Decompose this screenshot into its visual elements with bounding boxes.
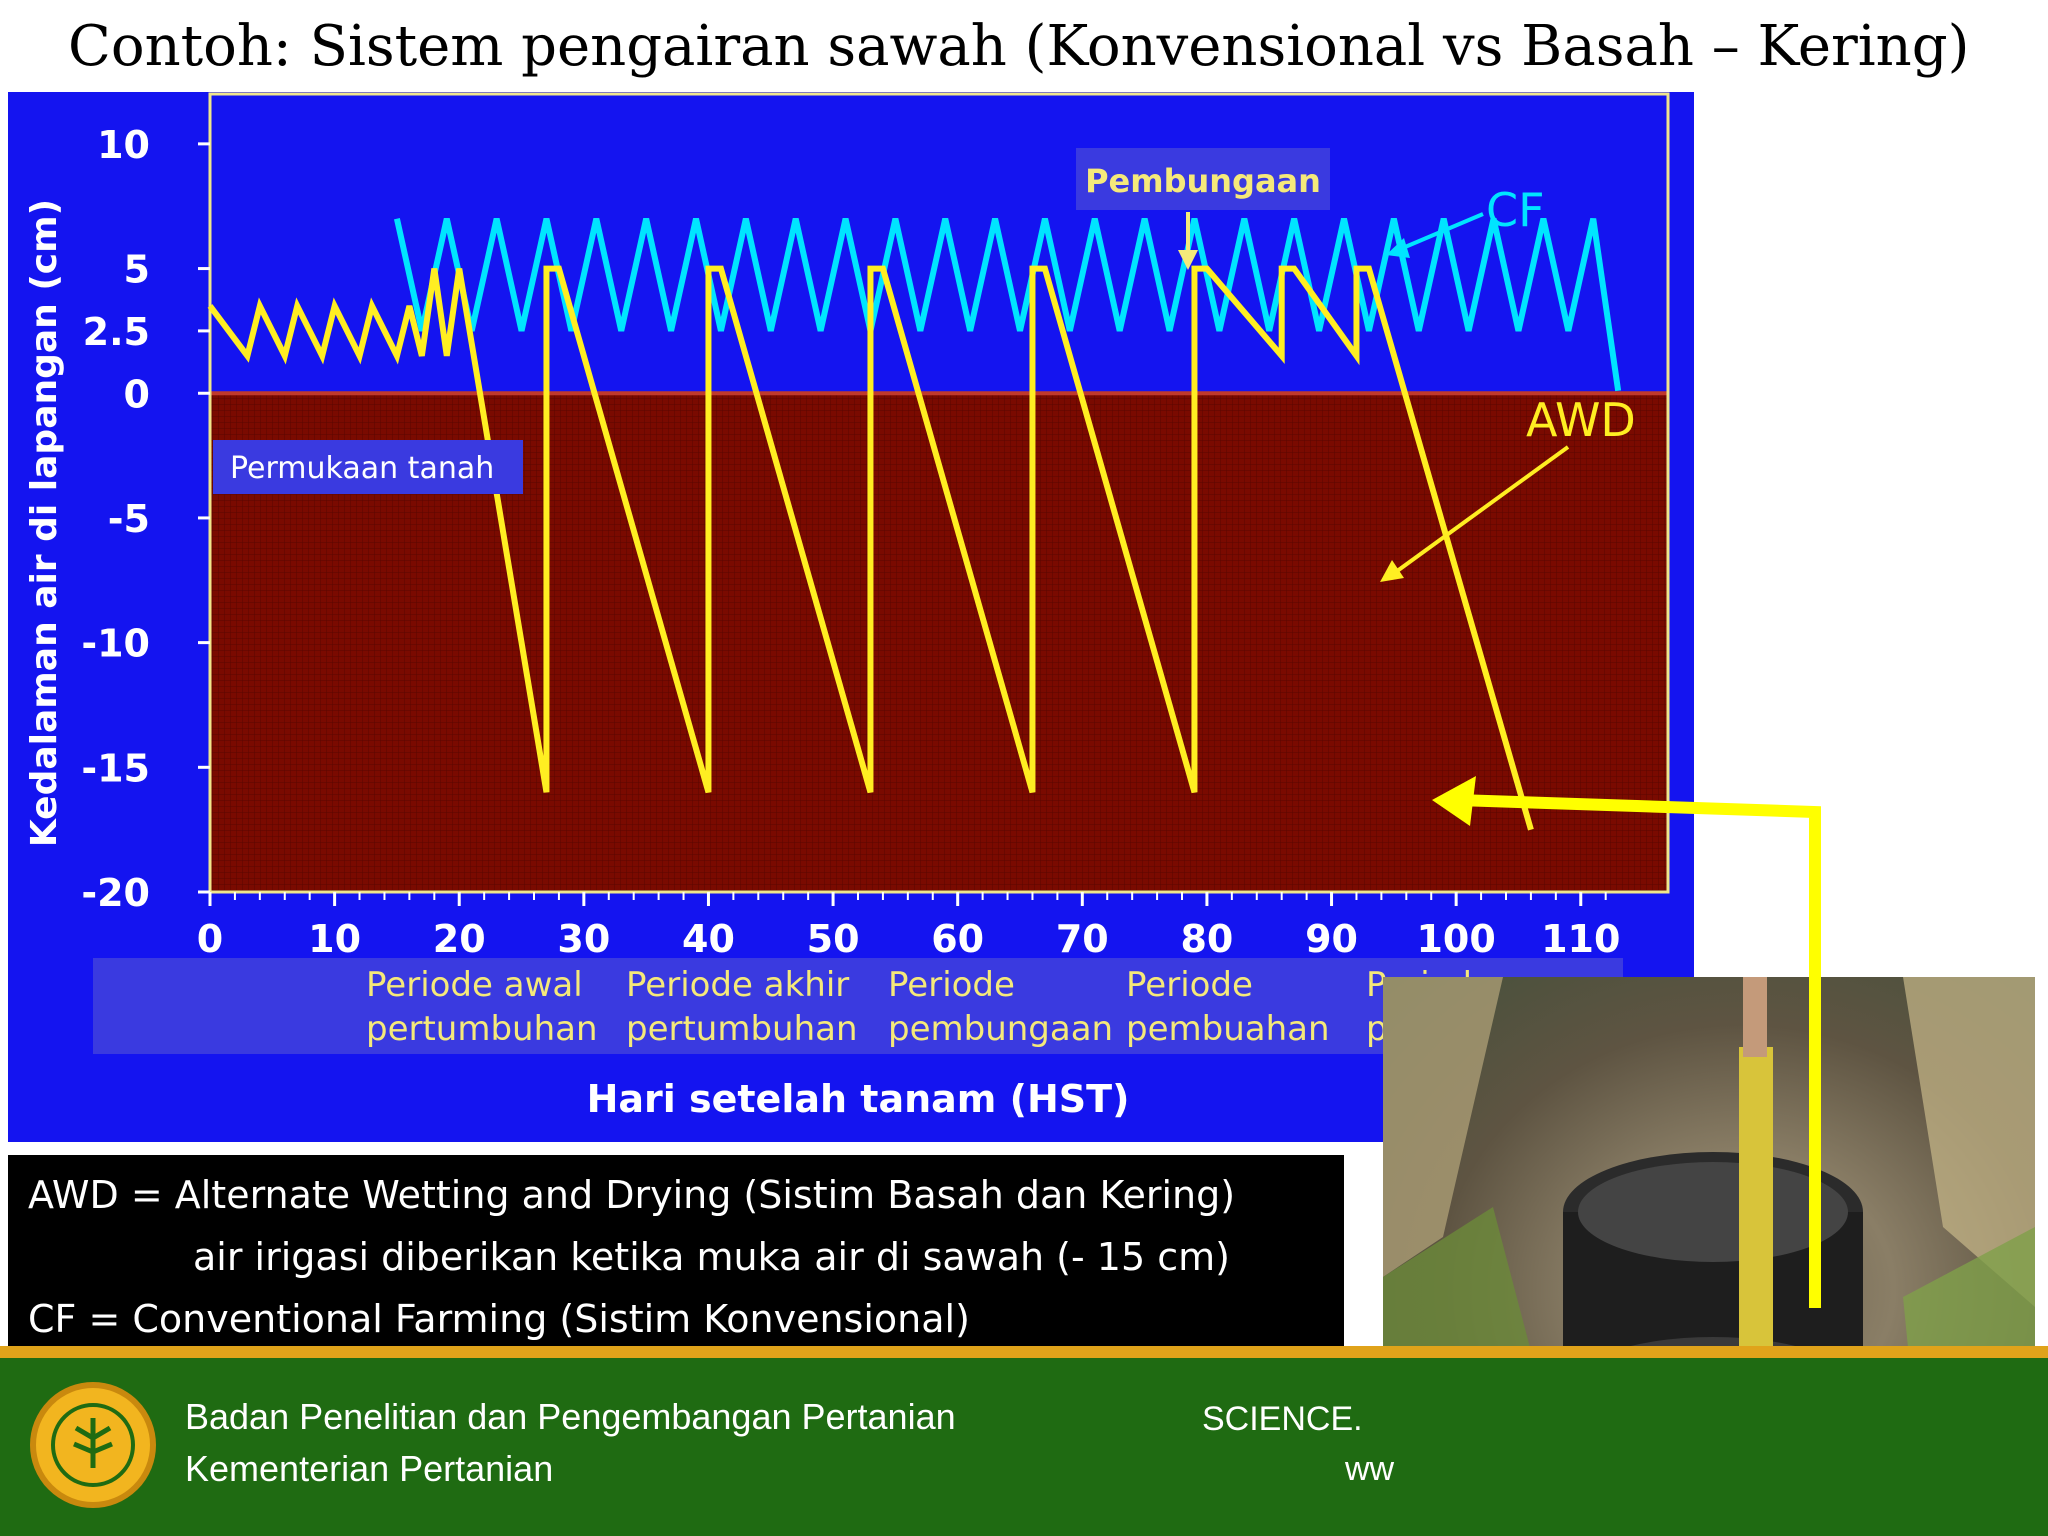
x-tick-label: 90 [1305,917,1358,961]
x-tick-label: 110 [1541,917,1620,961]
slide-title: Contoh: Sistem pengairan sawah (Konvensi… [68,14,1970,79]
y-tick-label: -5 [108,497,150,541]
x-tick-label: 10 [308,917,361,961]
awd-label: AWD [1526,393,1636,447]
footer-science-text: SCIENCE. [1202,1400,1363,1438]
y-tick-label: 5 [124,248,150,292]
period-label-line1: Periode awal [366,965,583,1005]
ministry-logo [30,1382,156,1508]
legend-awd-definition: AWD = Alternate Wetting and Drying (Sist… [28,1173,1236,1217]
y-tick-label: -20 [81,871,150,915]
x-tick-label: 100 [1416,917,1495,961]
water-depth-chart: 10 5 2.5 0 -5 -10 -15 -20 0 10 20 30 40 50 60 70 80 90 100… [24,92,1670,1121]
period-label-line1: Periode [1126,965,1253,1005]
footer-org-line1: Badan Penelitian dan Pengembangan Pertan… [185,1396,956,1437]
x-tick-label: 20 [433,917,486,961]
y-tick-label: 0 [124,372,150,416]
awd-arrow-shaft [1391,445,1570,576]
cf-arrow-shaft [1397,212,1484,252]
footer-url-text: ww [1345,1450,1395,1488]
footer [0,1358,2048,1536]
soil-surface-label-box [213,440,523,494]
period-label-line1: Periode [888,965,1015,1005]
period-band [93,958,1623,1054]
x-tick-label: 50 [807,917,860,961]
legend-awd-rule: air irigasi diberikan ketika muka air di… [193,1235,1230,1279]
x-tick-label: 60 [931,917,984,961]
cf-label: CF [1486,183,1545,237]
flowering-arrow-head [1178,250,1198,270]
footer-stripe [0,1346,2048,1360]
x-axis-label: Hari setelah tanam (HST) [587,1077,1130,1121]
y-tick-label: -15 [81,746,150,790]
period-label-line2: pertumbuhan [626,1009,858,1049]
legend-cf-definition: CF = Conventional Farming (Sistim Konven… [28,1297,970,1341]
x-tick-label: 30 [557,917,610,961]
awd-arrow-head [1380,560,1404,582]
flowering-label-box [1076,148,1330,210]
flowering-label: Pembungaan [1085,162,1321,200]
period-label-line2: pembuahan [1126,1009,1330,1049]
y-axis-label: Kedalaman air di lapangan (cm) [24,199,65,847]
period-label-line1: Periode akhir [626,965,849,1005]
x-tick-label: 70 [1056,917,1109,961]
series-line-awd [207,265,1534,831]
plot-frame [208,92,1670,894]
series-line-cf [393,218,1622,392]
y-tick-label: 10 [97,123,150,167]
footer-org-line2: Kementerian Pertanian [185,1448,554,1489]
chart-panel: 10 5 2.5 0 -5 -10 -15 -20 0 10 20 30 40 50 60 70 80 90 100… [8,92,1694,1142]
soil-surface-label: Permukaan tanah [230,451,494,486]
y-tick-label: 2.5 [83,310,150,354]
x-tick-label: 40 [682,917,735,961]
x-tick-label: 0 [197,917,223,961]
cf-arrow-head [1386,238,1410,258]
period-label-line2: pertumbuhan [366,1009,598,1049]
x-tick-label: 80 [1180,917,1233,961]
y-tick-label: -10 [81,622,150,666]
period-label-line2: pembungaan [888,1009,1113,1049]
legend-box: AWD = Alternate Wetting and Drying (Sist… [8,1155,1344,1357]
